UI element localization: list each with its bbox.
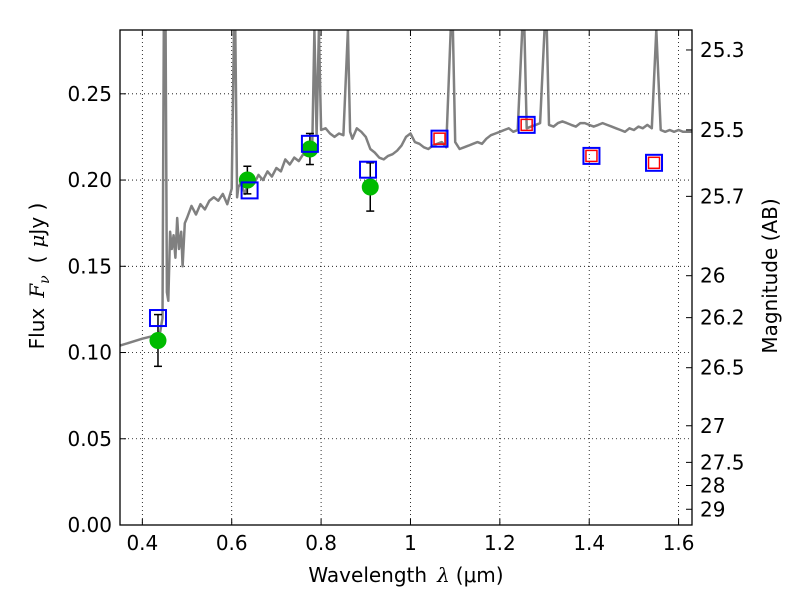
y2-tick-label: 25.7 (700, 184, 745, 208)
x-tick-label: 1 (404, 531, 417, 555)
plot-frame (119, 29, 693, 526)
model-point-blue (148, 309, 167, 328)
y-tick-label: 0.05 (67, 427, 112, 451)
y2-tick-label: 28 (700, 473, 725, 497)
observed-series (149, 132, 379, 368)
y2-tick-label: 27.5 (700, 450, 745, 474)
observed-point (238, 171, 256, 189)
model-point-blue (430, 129, 449, 148)
observed-point (149, 331, 167, 349)
x-tick-labels: 0.4 0.6 0.8 1 1.2 1.4 1.6 (126, 531, 694, 555)
y2-tick-label: 27 (700, 414, 725, 438)
x-tick-label: 0.4 (126, 531, 158, 555)
model-point-red (520, 118, 533, 132)
y-axis-label: FluxFν(μJy ) (25, 203, 53, 350)
x-tick-label: 1.2 (484, 531, 516, 555)
model-point-blue (300, 134, 319, 153)
y-tick-label: 0.00 (67, 513, 112, 537)
y2-tick-label: 26.2 (700, 306, 745, 330)
y-tick-label: 0.15 (67, 254, 112, 278)
grid-lines (120, 30, 692, 526)
y2-axis-label: Magnitude (AB) (758, 198, 782, 353)
y2-tick-label: 25.5 (700, 118, 745, 142)
model-point-blue (582, 146, 601, 165)
model-photometry-series (148, 115, 664, 328)
x-tick-label: 0.8 (305, 531, 337, 555)
model-point-blue (517, 115, 536, 134)
x-axis-label: Wavelength λ (μm) (308, 563, 503, 587)
tick-marks (120, 30, 692, 526)
y2-tick-label: 29 (700, 497, 725, 521)
y2-tick-label: 25.3 (700, 38, 745, 62)
y2-tick-label: 26.5 (700, 356, 745, 380)
model-point-blue (240, 181, 259, 200)
y-tick-label: 0.10 (67, 341, 112, 365)
observed-point (361, 178, 379, 196)
y-tick-label: 0.25 (67, 82, 112, 106)
y-tick-labels: 0.00 0.05 0.10 0.15 0.20 0.25 (67, 82, 112, 537)
y-tick-label: 0.20 (67, 168, 112, 192)
spectrum-series (120, 30, 692, 347)
spectrum-line (120, 30, 692, 347)
model-point-blue (645, 153, 664, 172)
model-point-red (647, 156, 661, 170)
y2-tick-label: 26 (700, 264, 725, 288)
x-tick-label: 1.6 (663, 531, 695, 555)
model-point-red (433, 132, 446, 145)
x-tick-label: 1.4 (573, 531, 605, 555)
observed-point (301, 140, 319, 158)
x-tick-label: 0.6 (216, 531, 248, 555)
model-point-red (585, 149, 598, 163)
model-point-blue (359, 160, 378, 179)
